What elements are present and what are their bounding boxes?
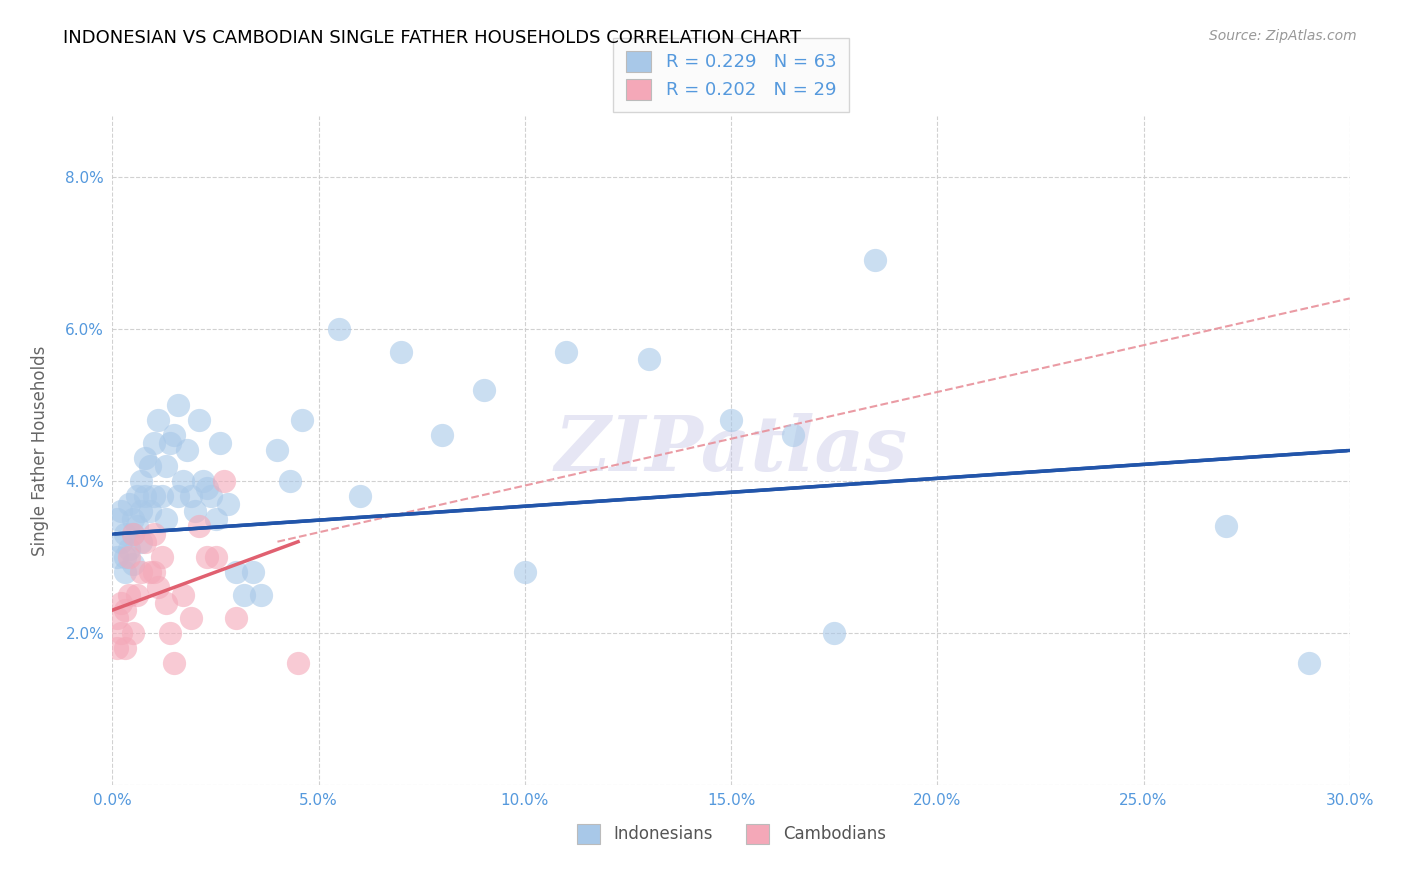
Point xyxy=(865,253,887,268)
Point xyxy=(208,435,231,450)
Point xyxy=(204,549,226,564)
Point xyxy=(389,344,412,359)
Point xyxy=(122,626,145,640)
Point xyxy=(172,474,194,488)
Point xyxy=(172,588,194,602)
Point xyxy=(1215,519,1237,533)
Point xyxy=(193,474,215,488)
Point xyxy=(217,497,239,511)
Point xyxy=(142,527,165,541)
Point xyxy=(134,451,156,466)
Point xyxy=(472,383,495,397)
Point xyxy=(200,489,222,503)
Point xyxy=(138,504,160,518)
Text: Source: ZipAtlas.com: Source: ZipAtlas.com xyxy=(1209,29,1357,43)
Point xyxy=(110,626,132,640)
Point xyxy=(328,322,350,336)
Legend: Indonesians, Cambodians: Indonesians, Cambodians xyxy=(569,818,893,850)
Point xyxy=(155,458,177,473)
Point xyxy=(155,512,177,526)
Point xyxy=(131,565,153,579)
Point xyxy=(195,482,218,496)
Point xyxy=(122,527,145,541)
Point xyxy=(122,558,145,572)
Point xyxy=(155,595,177,609)
Point xyxy=(118,588,141,602)
Point xyxy=(105,512,128,526)
Point xyxy=(114,565,136,579)
Point xyxy=(176,443,198,458)
Point xyxy=(127,588,149,602)
Point xyxy=(250,588,273,602)
Point xyxy=(242,565,264,579)
Point xyxy=(105,641,128,656)
Point xyxy=(159,435,181,450)
Point xyxy=(823,626,845,640)
Point xyxy=(142,489,165,503)
Point xyxy=(513,565,536,579)
Point xyxy=(114,641,136,656)
Point xyxy=(180,611,202,625)
Point xyxy=(188,413,211,427)
Point xyxy=(114,527,136,541)
Point xyxy=(118,549,141,564)
Point xyxy=(150,489,173,503)
Point xyxy=(782,428,804,442)
Point xyxy=(291,413,314,427)
Point xyxy=(432,428,454,442)
Point xyxy=(122,512,145,526)
Point xyxy=(142,435,165,450)
Point xyxy=(110,595,132,609)
Point xyxy=(287,657,309,671)
Point xyxy=(233,588,256,602)
Point xyxy=(167,398,190,412)
Point xyxy=(212,474,235,488)
Point xyxy=(225,565,247,579)
Point xyxy=(180,489,202,503)
Point xyxy=(204,512,226,526)
Point xyxy=(134,534,156,549)
Point xyxy=(146,580,169,594)
Point xyxy=(131,474,153,488)
Point xyxy=(138,458,160,473)
Y-axis label: Single Father Households: Single Father Households xyxy=(31,345,49,556)
Point xyxy=(159,626,181,640)
Point xyxy=(118,497,141,511)
Point xyxy=(114,549,136,564)
Point xyxy=(142,565,165,579)
Point xyxy=(266,443,288,458)
Point xyxy=(105,611,128,625)
Point xyxy=(184,504,207,518)
Point xyxy=(163,428,186,442)
Point xyxy=(127,519,149,533)
Point xyxy=(163,657,186,671)
Point xyxy=(720,413,742,427)
Point xyxy=(110,504,132,518)
Point xyxy=(1298,657,1320,671)
Point xyxy=(146,413,169,427)
Point xyxy=(131,534,153,549)
Point xyxy=(122,527,145,541)
Point xyxy=(167,489,190,503)
Point xyxy=(131,504,153,518)
Point xyxy=(225,611,247,625)
Point xyxy=(555,344,578,359)
Point xyxy=(188,519,211,533)
Point xyxy=(105,549,128,564)
Point xyxy=(637,352,659,367)
Text: ZIPatlas: ZIPatlas xyxy=(554,414,908,487)
Point xyxy=(195,549,218,564)
Text: INDONESIAN VS CAMBODIAN SINGLE FATHER HOUSEHOLDS CORRELATION CHART: INDONESIAN VS CAMBODIAN SINGLE FATHER HO… xyxy=(63,29,801,46)
Point xyxy=(134,489,156,503)
Point xyxy=(278,474,301,488)
Point xyxy=(114,603,136,617)
Point xyxy=(118,542,141,557)
Point xyxy=(127,489,149,503)
Point xyxy=(138,565,160,579)
Point xyxy=(349,489,371,503)
Point xyxy=(150,549,173,564)
Point xyxy=(110,534,132,549)
